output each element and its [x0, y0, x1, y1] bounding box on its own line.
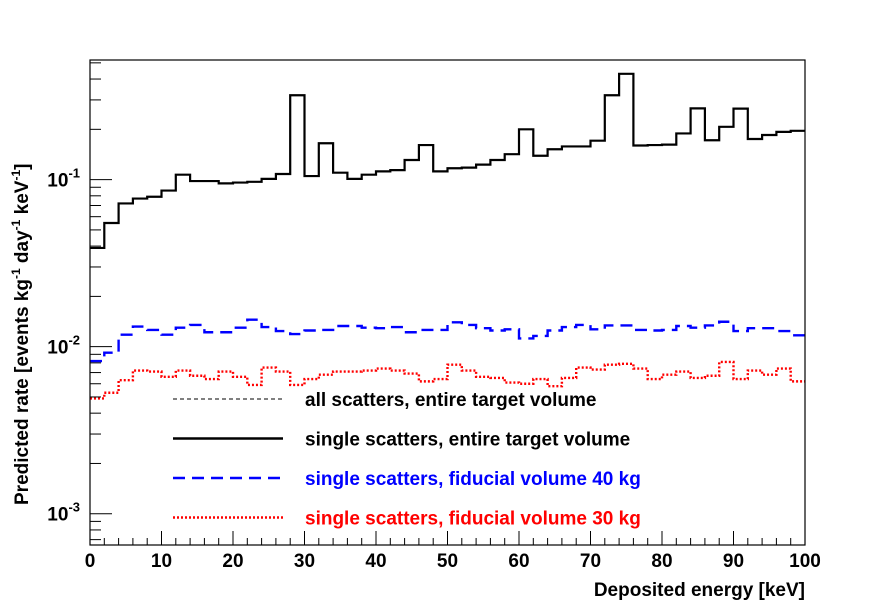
- x-tick-label: 60: [508, 551, 529, 572]
- legend-entry: all scatters, entire target volume: [173, 390, 596, 411]
- x-tick-label: 80: [651, 551, 672, 572]
- series-line: [90, 360, 805, 400]
- legend: all scatters, entire target volume single…: [173, 390, 641, 530]
- legend-label: all scatters, entire target volume: [305, 390, 596, 411]
- legend-label: single scatters, fiducial volume 40 kg: [305, 469, 641, 490]
- x-tick-label: 100: [789, 551, 821, 572]
- y-tick-label: 10-2: [47, 333, 80, 359]
- x-tick-label: 90: [723, 551, 744, 572]
- y-axis-label: Predicted rate [events kg-1 day-1 keV-1]: [9, 164, 33, 505]
- x-tick-label: 20: [222, 551, 243, 572]
- series-layer: [90, 72, 805, 400]
- series-line: [90, 318, 805, 363]
- y-tick-label: 10-3: [47, 500, 80, 526]
- series-2: [90, 318, 805, 363]
- series-line: [90, 72, 805, 250]
- y-tick-label: 10-1: [47, 166, 80, 192]
- legend-entry: single scatters, fiducial volume 40 kg: [173, 469, 641, 490]
- x-tick-label: 40: [365, 551, 386, 572]
- x-tick-label: 30: [294, 551, 315, 572]
- x-tick-label: 70: [580, 551, 601, 572]
- legend-entry: single scatters, entire target volume: [173, 430, 630, 451]
- axes-layer: 0 10 20 30 40 50 60 70 80 90 100 10-1 10-2 10-3: [47, 62, 821, 572]
- legend-label: single scatters, fiducial volume 30 kg: [305, 509, 641, 530]
- x-tick-label: 10: [151, 551, 172, 572]
- series-3: [90, 360, 805, 400]
- legend-label: single scatters, entire target volume: [305, 430, 630, 451]
- series-1: [90, 72, 805, 250]
- x-tick-label: 0: [85, 551, 96, 572]
- legend-entry: single scatters, fiducial volume 30 kg: [173, 509, 641, 530]
- x-tick-label: 50: [437, 551, 458, 572]
- x-axis-label: Deposited energy [keV]: [594, 580, 805, 601]
